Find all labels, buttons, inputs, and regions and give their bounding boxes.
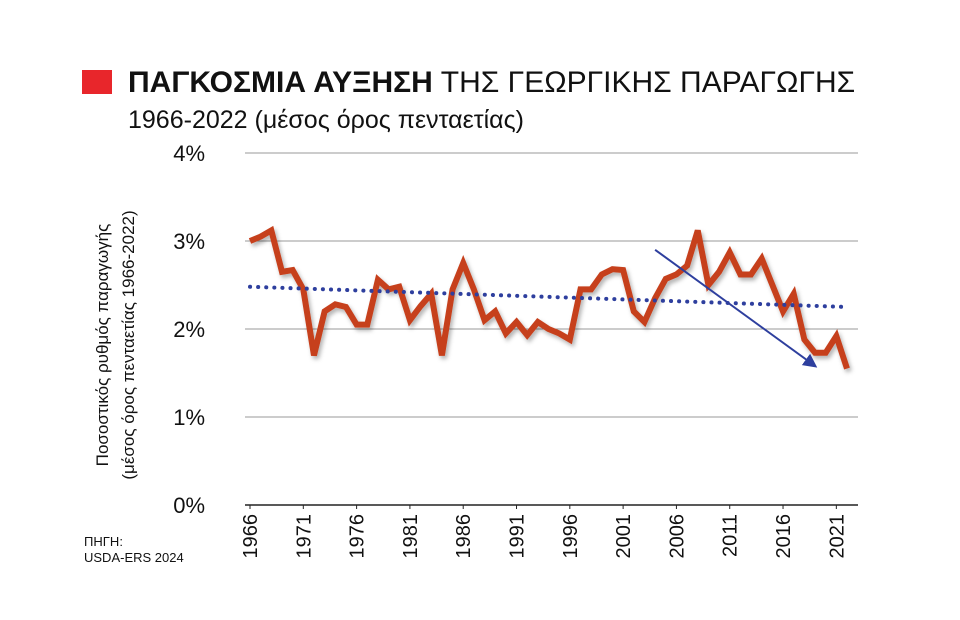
y-axis-label: Ποσοστικός ρυθμός παραγωγής — [93, 224, 112, 467]
x-tick-label: 2006 — [666, 514, 688, 559]
x-tick-label: 2016 — [773, 514, 795, 559]
x-tick-label: 2011 — [720, 514, 742, 557]
x-tick-label: 2001 — [613, 514, 635, 559]
y-tick-label: 3% — [173, 229, 205, 254]
y-axis-label: (μέσος όρος πενταετίας 1966-2022) — [119, 210, 138, 479]
title-bold: ΠΑΓΚΟΣΜΙΑ ΑΥΞΗΣΗ — [128, 66, 433, 99]
y-tick-label: 1% — [173, 405, 205, 430]
x-tick-label: 1976 — [347, 514, 369, 559]
chart-title: ΠΑΓΚΟΣΜΙΑ ΑΥΞΗΣΗ ΤΗΣ ΓΕΩΡΓΙΚΗΣ ΠΑΡΑΓΩΓΗΣ — [128, 66, 855, 99]
x-tick-label: 1986 — [453, 514, 475, 559]
x-tick-label: 1996 — [560, 514, 582, 559]
source: ΠΗΓΗ: — [84, 534, 123, 549]
y-tick-label: 4% — [173, 141, 205, 166]
title-marker — [82, 70, 112, 94]
x-tick-label: 1966 — [240, 514, 262, 559]
x-tick-label: 1991 — [507, 514, 529, 559]
trend-line — [248, 284, 849, 309]
x-tick-label: 1971 — [293, 514, 315, 559]
subtitle: 1966-2022 (μέσος όρος πενταετίας) — [128, 106, 524, 134]
source: USDA-ERS 2024 — [84, 550, 184, 565]
x-tick-label: 2021 — [826, 514, 848, 559]
title-rest: ΤΗΣ ΓΕΩΡΓΙΚΗΣ ΠΑΡΑΓΩΓΗΣ — [441, 66, 855, 99]
y-tick-label: 0% — [173, 493, 205, 518]
trend-arrow — [654, 248, 818, 368]
y-tick-label: 2% — [173, 317, 205, 342]
x-tick-label: 1981 — [400, 514, 422, 559]
data-line — [248, 225, 850, 370]
